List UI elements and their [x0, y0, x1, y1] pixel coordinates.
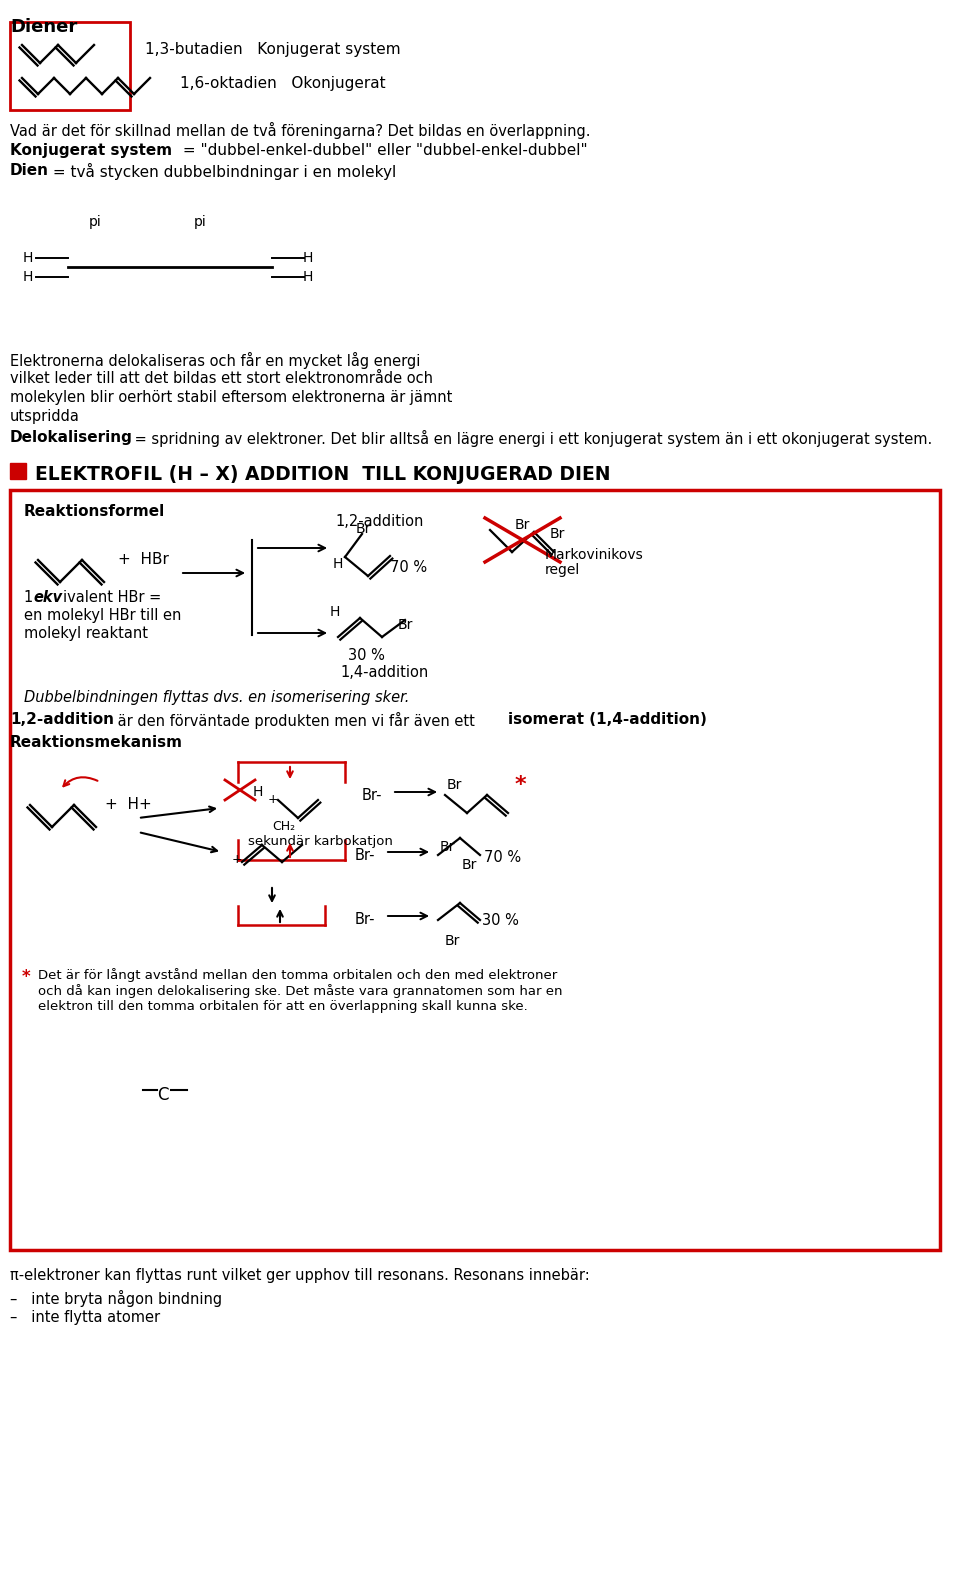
Text: H: H — [333, 558, 344, 570]
Text: Br: Br — [440, 840, 455, 855]
Text: ekv: ekv — [33, 591, 62, 605]
Text: 30 %: 30 % — [482, 913, 518, 928]
Text: Br-: Br- — [355, 913, 375, 927]
Text: 70 %: 70 % — [390, 559, 427, 575]
Text: +  HBr: + HBr — [118, 551, 169, 567]
Text: elektron till den tomma orbitalen för att en överlappning skall kunna ske.: elektron till den tomma orbitalen för at… — [38, 1001, 528, 1013]
Text: Br: Br — [356, 522, 372, 536]
Text: Br: Br — [445, 935, 461, 947]
Text: = spridning av elektroner. Det blir alltså en lägre energi i ett konjugerat syst: = spridning av elektroner. Det blir allt… — [130, 430, 932, 448]
Text: utspridda: utspridda — [10, 408, 80, 424]
Text: +: + — [268, 793, 278, 806]
Text: Vad är det för skillnad mellan de två föreningarna? Det bildas en överlappning.: Vad är det för skillnad mellan de två fö… — [10, 123, 590, 138]
Text: Br: Br — [550, 526, 565, 540]
Text: sekundär karbokatjon: sekundär karbokatjon — [248, 836, 393, 848]
Text: = två stycken dubbelbindningar i en molekyl: = två stycken dubbelbindningar i en mole… — [48, 163, 396, 181]
Bar — [10, 22, 130, 110]
Text: –   inte bryta någon bindning: – inte bryta någon bindning — [10, 1290, 222, 1307]
Text: 1,3-butadien   Konjugerat system: 1,3-butadien Konjugerat system — [145, 42, 400, 57]
Text: Br-: Br- — [362, 789, 382, 803]
Text: H: H — [302, 251, 313, 265]
Text: Markovinikovs: Markovinikovs — [545, 548, 644, 562]
Text: –   inte flytta atomer: – inte flytta atomer — [10, 1310, 160, 1324]
Text: Dubbelbindningen flyttas dvs. en isomerisering sker.: Dubbelbindningen flyttas dvs. en isomeri… — [24, 690, 409, 705]
Text: C: C — [157, 1086, 169, 1104]
Text: H: H — [23, 251, 34, 265]
Text: π-elektroner kan flyttas runt vilket ger upphov till resonans. Resonans innebär:: π-elektroner kan flyttas runt vilket ger… — [10, 1268, 589, 1284]
Text: 1: 1 — [24, 591, 37, 605]
Bar — [10, 463, 26, 479]
Text: *: * — [22, 968, 31, 987]
Text: en molekyl HBr till en: en molekyl HBr till en — [24, 608, 181, 624]
Text: 30 %: 30 % — [348, 647, 385, 663]
Text: molekylen blir oerhört stabil eftersom elektronerna är jämnt: molekylen blir oerhört stabil eftersom e… — [10, 390, 452, 405]
Text: isomerat (1,4-addition): isomerat (1,4-addition) — [508, 712, 707, 727]
Text: Reaktionsformel: Reaktionsformel — [24, 504, 165, 518]
Text: Br: Br — [462, 858, 477, 872]
Text: H: H — [330, 605, 341, 619]
Text: Delokalisering: Delokalisering — [10, 430, 132, 445]
Text: Br: Br — [447, 778, 463, 792]
Text: = "dubbel-enkel-dubbel" eller "dubbel-enkel-dubbel": = "dubbel-enkel-dubbel" eller "dubbel-en… — [178, 143, 588, 159]
Text: 1,2-addition: 1,2-addition — [10, 712, 114, 727]
Text: ivalent HBr =: ivalent HBr = — [63, 591, 161, 605]
Text: 1,6-oktadien   Okonjugerat: 1,6-oktadien Okonjugerat — [180, 75, 386, 91]
Text: +: + — [232, 853, 243, 866]
Text: H: H — [23, 270, 34, 284]
Text: Dien: Dien — [10, 163, 49, 178]
Text: vilket leder till att det bildas ett stort elektronområde och: vilket leder till att det bildas ett sto… — [10, 371, 433, 386]
Text: pi: pi — [88, 215, 102, 229]
Text: +  H+: + H+ — [105, 796, 152, 812]
Text: regel: regel — [545, 562, 580, 577]
Text: Konjugerat system: Konjugerat system — [10, 143, 172, 159]
Text: Br-: Br- — [355, 848, 375, 862]
Text: H: H — [302, 270, 313, 284]
Text: pi: pi — [194, 215, 206, 229]
Text: Diener: Diener — [10, 17, 77, 36]
Text: molekyl reaktant: molekyl reaktant — [24, 625, 148, 641]
Text: Br: Br — [398, 617, 414, 632]
Text: är den förväntade produkten men vi får även ett: är den förväntade produkten men vi får ä… — [113, 712, 479, 729]
Text: 1,4-addition: 1,4-addition — [340, 665, 428, 680]
Text: och då kan ingen delokalisering ske. Det måste vara grannatomen som har en: och då kan ingen delokalisering ske. Det… — [38, 983, 563, 998]
Text: Br: Br — [515, 518, 530, 533]
Text: 1,2-addition: 1,2-addition — [335, 514, 423, 529]
Text: Reaktionsmekanism: Reaktionsmekanism — [10, 735, 183, 749]
Text: ELEKTROFIL (H – X) ADDITION  TILL KONJUGERAD DIEN: ELEKTROFIL (H – X) ADDITION TILL KONJUGE… — [35, 465, 611, 484]
Text: H: H — [253, 786, 263, 800]
Text: Elektronerna delokaliseras och får en mycket låg energi: Elektronerna delokaliseras och får en my… — [10, 352, 420, 369]
Bar — [10, 490, 940, 1251]
Text: CH₂: CH₂ — [272, 820, 295, 833]
Text: *: * — [515, 775, 527, 795]
Text: 70 %: 70 % — [484, 850, 521, 866]
Text: Det är för långt avstånd mellan den tomma orbitalen och den med elektroner: Det är för långt avstånd mellan den tomm… — [38, 968, 557, 982]
